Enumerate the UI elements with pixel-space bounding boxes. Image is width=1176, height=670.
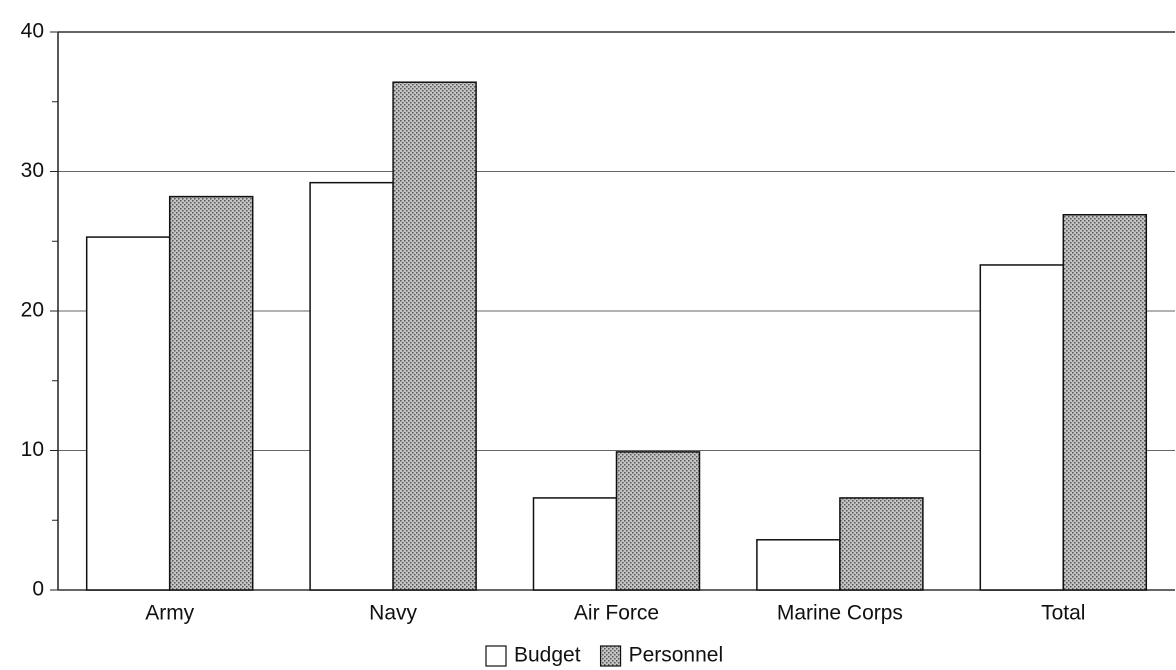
bar	[839, 497, 924, 591]
bar	[85, 236, 171, 591]
legend-label: Budget	[514, 644, 581, 667]
y-tick-label: 30	[21, 159, 44, 182]
y-tick-label: 0	[32, 578, 44, 601]
bar	[615, 451, 701, 591]
bar	[1062, 213, 1148, 591]
x-tick-label: Navy	[369, 602, 417, 625]
y-tick-label: 40	[21, 20, 44, 43]
bar	[309, 181, 394, 591]
legend-swatch	[485, 645, 507, 667]
legend-swatch	[599, 645, 622, 667]
bar	[168, 195, 254, 591]
x-tick-label: Army	[145, 602, 194, 625]
legend-label: Personnel	[629, 644, 724, 667]
y-tick-label: 10	[21, 438, 44, 461]
x-tick-label: Air Force	[574, 602, 659, 625]
y-tick-label: 20	[21, 299, 44, 322]
bar	[392, 81, 477, 591]
bar	[756, 539, 841, 591]
x-tick-label: Marine Corps	[777, 602, 903, 625]
x-tick-label: Total	[1041, 602, 1085, 625]
bar	[979, 264, 1065, 591]
bar	[532, 497, 618, 591]
